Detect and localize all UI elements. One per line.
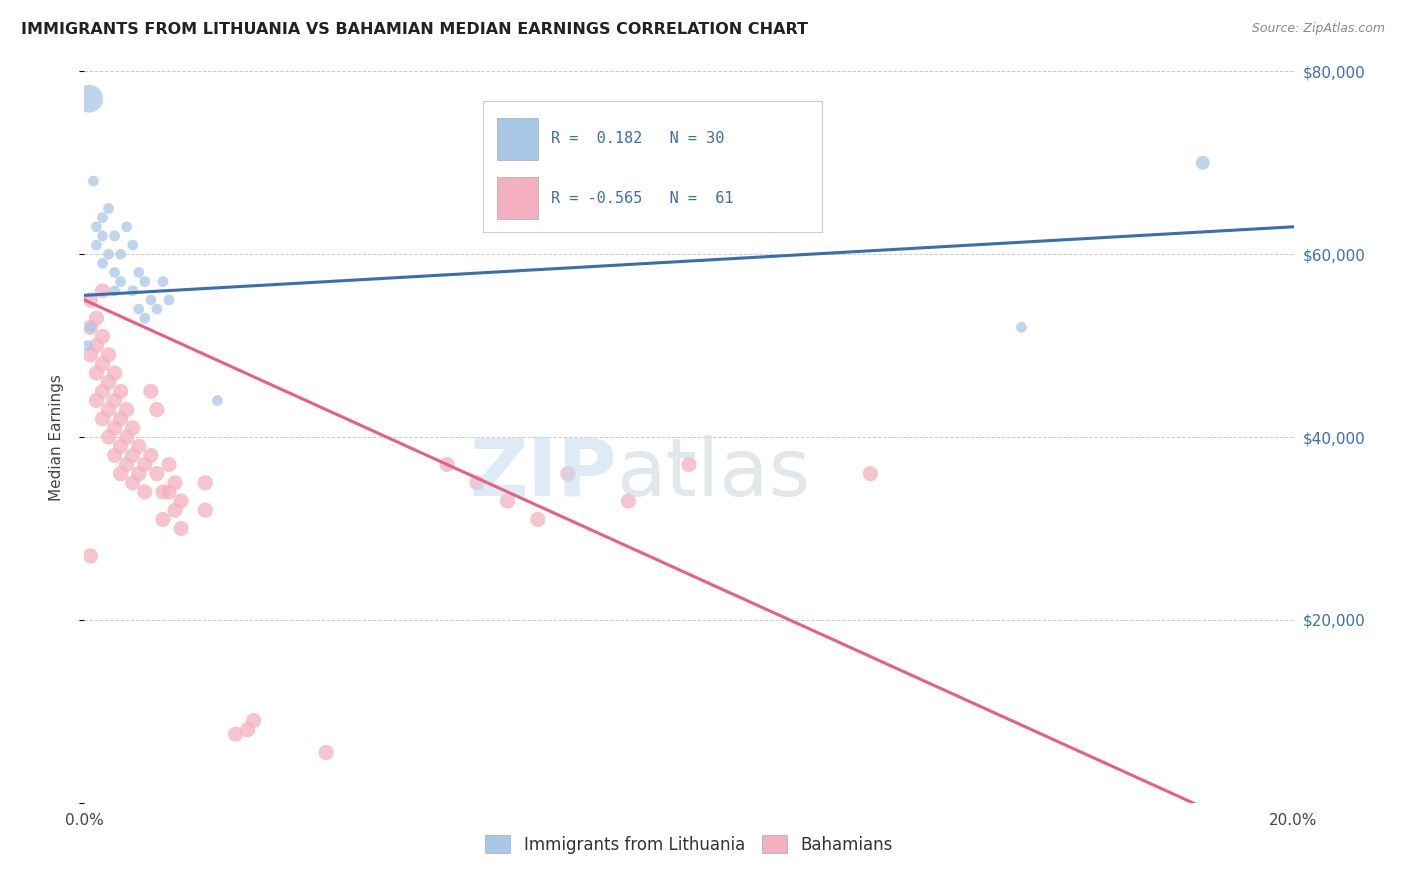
Point (121, 448, 143, 462)
Point (242, 714, 264, 728)
Point (146, 301, 169, 317)
Point (104, 366, 127, 380)
Point (91, 411, 114, 425)
Point (79, 293, 101, 307)
Point (91, 211, 114, 225)
Point (152, 484, 174, 499)
Point (128, 439, 150, 453)
Point (128, 301, 150, 317)
Point (97, 430, 120, 444)
Point (134, 275, 156, 289)
Point (128, 467, 150, 481)
Point (315, 746, 337, 760)
Point (97, 247, 120, 261)
Point (97, 402, 120, 417)
Text: Source: ZipAtlas.com: Source: ZipAtlas.com (1251, 22, 1385, 36)
Point (134, 311, 156, 326)
Point (139, 448, 162, 462)
Point (91, 256, 114, 270)
Point (104, 228, 127, 243)
Point (527, 512, 550, 526)
Text: IMMIGRANTS FROM LITHUANIA VS BAHAMIAN MEDIAN EARNINGS CORRELATION CHART: IMMIGRANTS FROM LITHUANIA VS BAHAMIAN ME… (21, 22, 808, 37)
Point (86, 338, 108, 352)
Point (225, 727, 247, 741)
Point (128, 266, 150, 280)
Point (152, 512, 174, 526)
Point (86, 311, 108, 326)
Point (207, 393, 229, 408)
Point (157, 458, 180, 472)
Point (86, 366, 108, 380)
Point (76, 338, 98, 352)
Point (1192, 155, 1215, 169)
Point (157, 293, 180, 307)
Point (79, 348, 101, 362)
Point (194, 503, 217, 517)
Point (82, 174, 104, 188)
Point (139, 384, 162, 399)
Point (91, 384, 114, 399)
Point (121, 284, 143, 298)
Text: ZIP: ZIP (470, 434, 616, 513)
Point (146, 467, 169, 481)
Legend: Immigrants from Lithuania, Bahamians: Immigrants from Lithuania, Bahamians (479, 829, 898, 860)
Point (170, 521, 193, 535)
Point (110, 439, 132, 453)
Point (104, 266, 127, 280)
Point (236, 723, 259, 737)
Point (110, 467, 132, 481)
Text: atlas: atlas (616, 434, 811, 513)
Point (859, 467, 882, 481)
Point (91, 357, 114, 371)
Point (678, 458, 700, 472)
Point (77, 92, 100, 106)
Point (91, 329, 114, 343)
Point (104, 448, 127, 462)
Point (97, 375, 120, 389)
Point (467, 475, 489, 490)
Point (134, 458, 156, 472)
Point (91, 228, 114, 243)
Point (86, 238, 108, 252)
Point (97, 348, 120, 362)
Point (121, 238, 143, 252)
Point (115, 458, 138, 472)
Point (79, 320, 101, 334)
Point (104, 393, 127, 408)
Point (115, 402, 138, 417)
Point (104, 421, 127, 435)
Point (617, 494, 640, 508)
Point (165, 475, 187, 490)
Point (121, 475, 143, 490)
Point (146, 402, 169, 417)
Point (110, 384, 132, 399)
Point (165, 503, 187, 517)
Point (152, 275, 174, 289)
Point (170, 494, 193, 508)
Point (97, 202, 120, 216)
Point (157, 484, 180, 499)
Point (110, 247, 132, 261)
Point (194, 475, 217, 490)
Point (496, 494, 519, 508)
Point (79, 320, 101, 334)
Point (91, 284, 114, 298)
Point (557, 467, 579, 481)
Point (436, 458, 458, 472)
Point (139, 293, 162, 307)
Point (1011, 320, 1033, 334)
Point (110, 275, 132, 289)
Point (86, 393, 108, 408)
Point (79, 549, 101, 563)
Point (121, 421, 143, 435)
Y-axis label: Median Earnings: Median Earnings (49, 374, 63, 500)
Point (115, 430, 138, 444)
Point (86, 219, 108, 234)
Point (134, 484, 156, 499)
Point (115, 219, 138, 234)
Point (104, 284, 127, 298)
Point (110, 411, 132, 425)
